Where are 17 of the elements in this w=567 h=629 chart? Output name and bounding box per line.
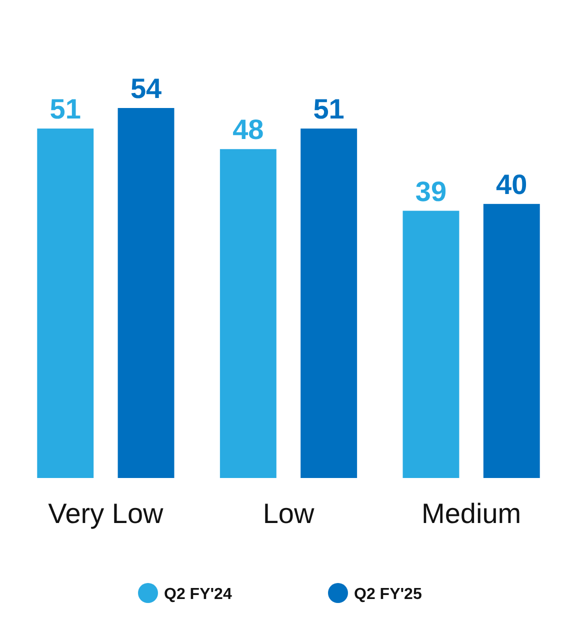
bar [220,149,276,478]
data-label: 40 [496,168,528,200]
bar [118,108,174,478]
bar [37,128,94,478]
x-tick-label: Very Low [48,498,164,529]
data-label: 39 [415,176,447,207]
x-tick-label: Low [262,498,315,529]
bar [300,128,358,478]
x-tick-label: Medium [422,498,522,529]
bar [483,204,540,478]
legend-label: Q2 FY'25 [354,586,422,603]
data-label: 54 [130,73,162,104]
bar [402,210,460,478]
data-label: 51 [313,94,344,125]
data-label: 51 [50,94,81,125]
legend-label: Q2 FY'24 [164,586,232,603]
data-label: 48 [232,114,264,146]
